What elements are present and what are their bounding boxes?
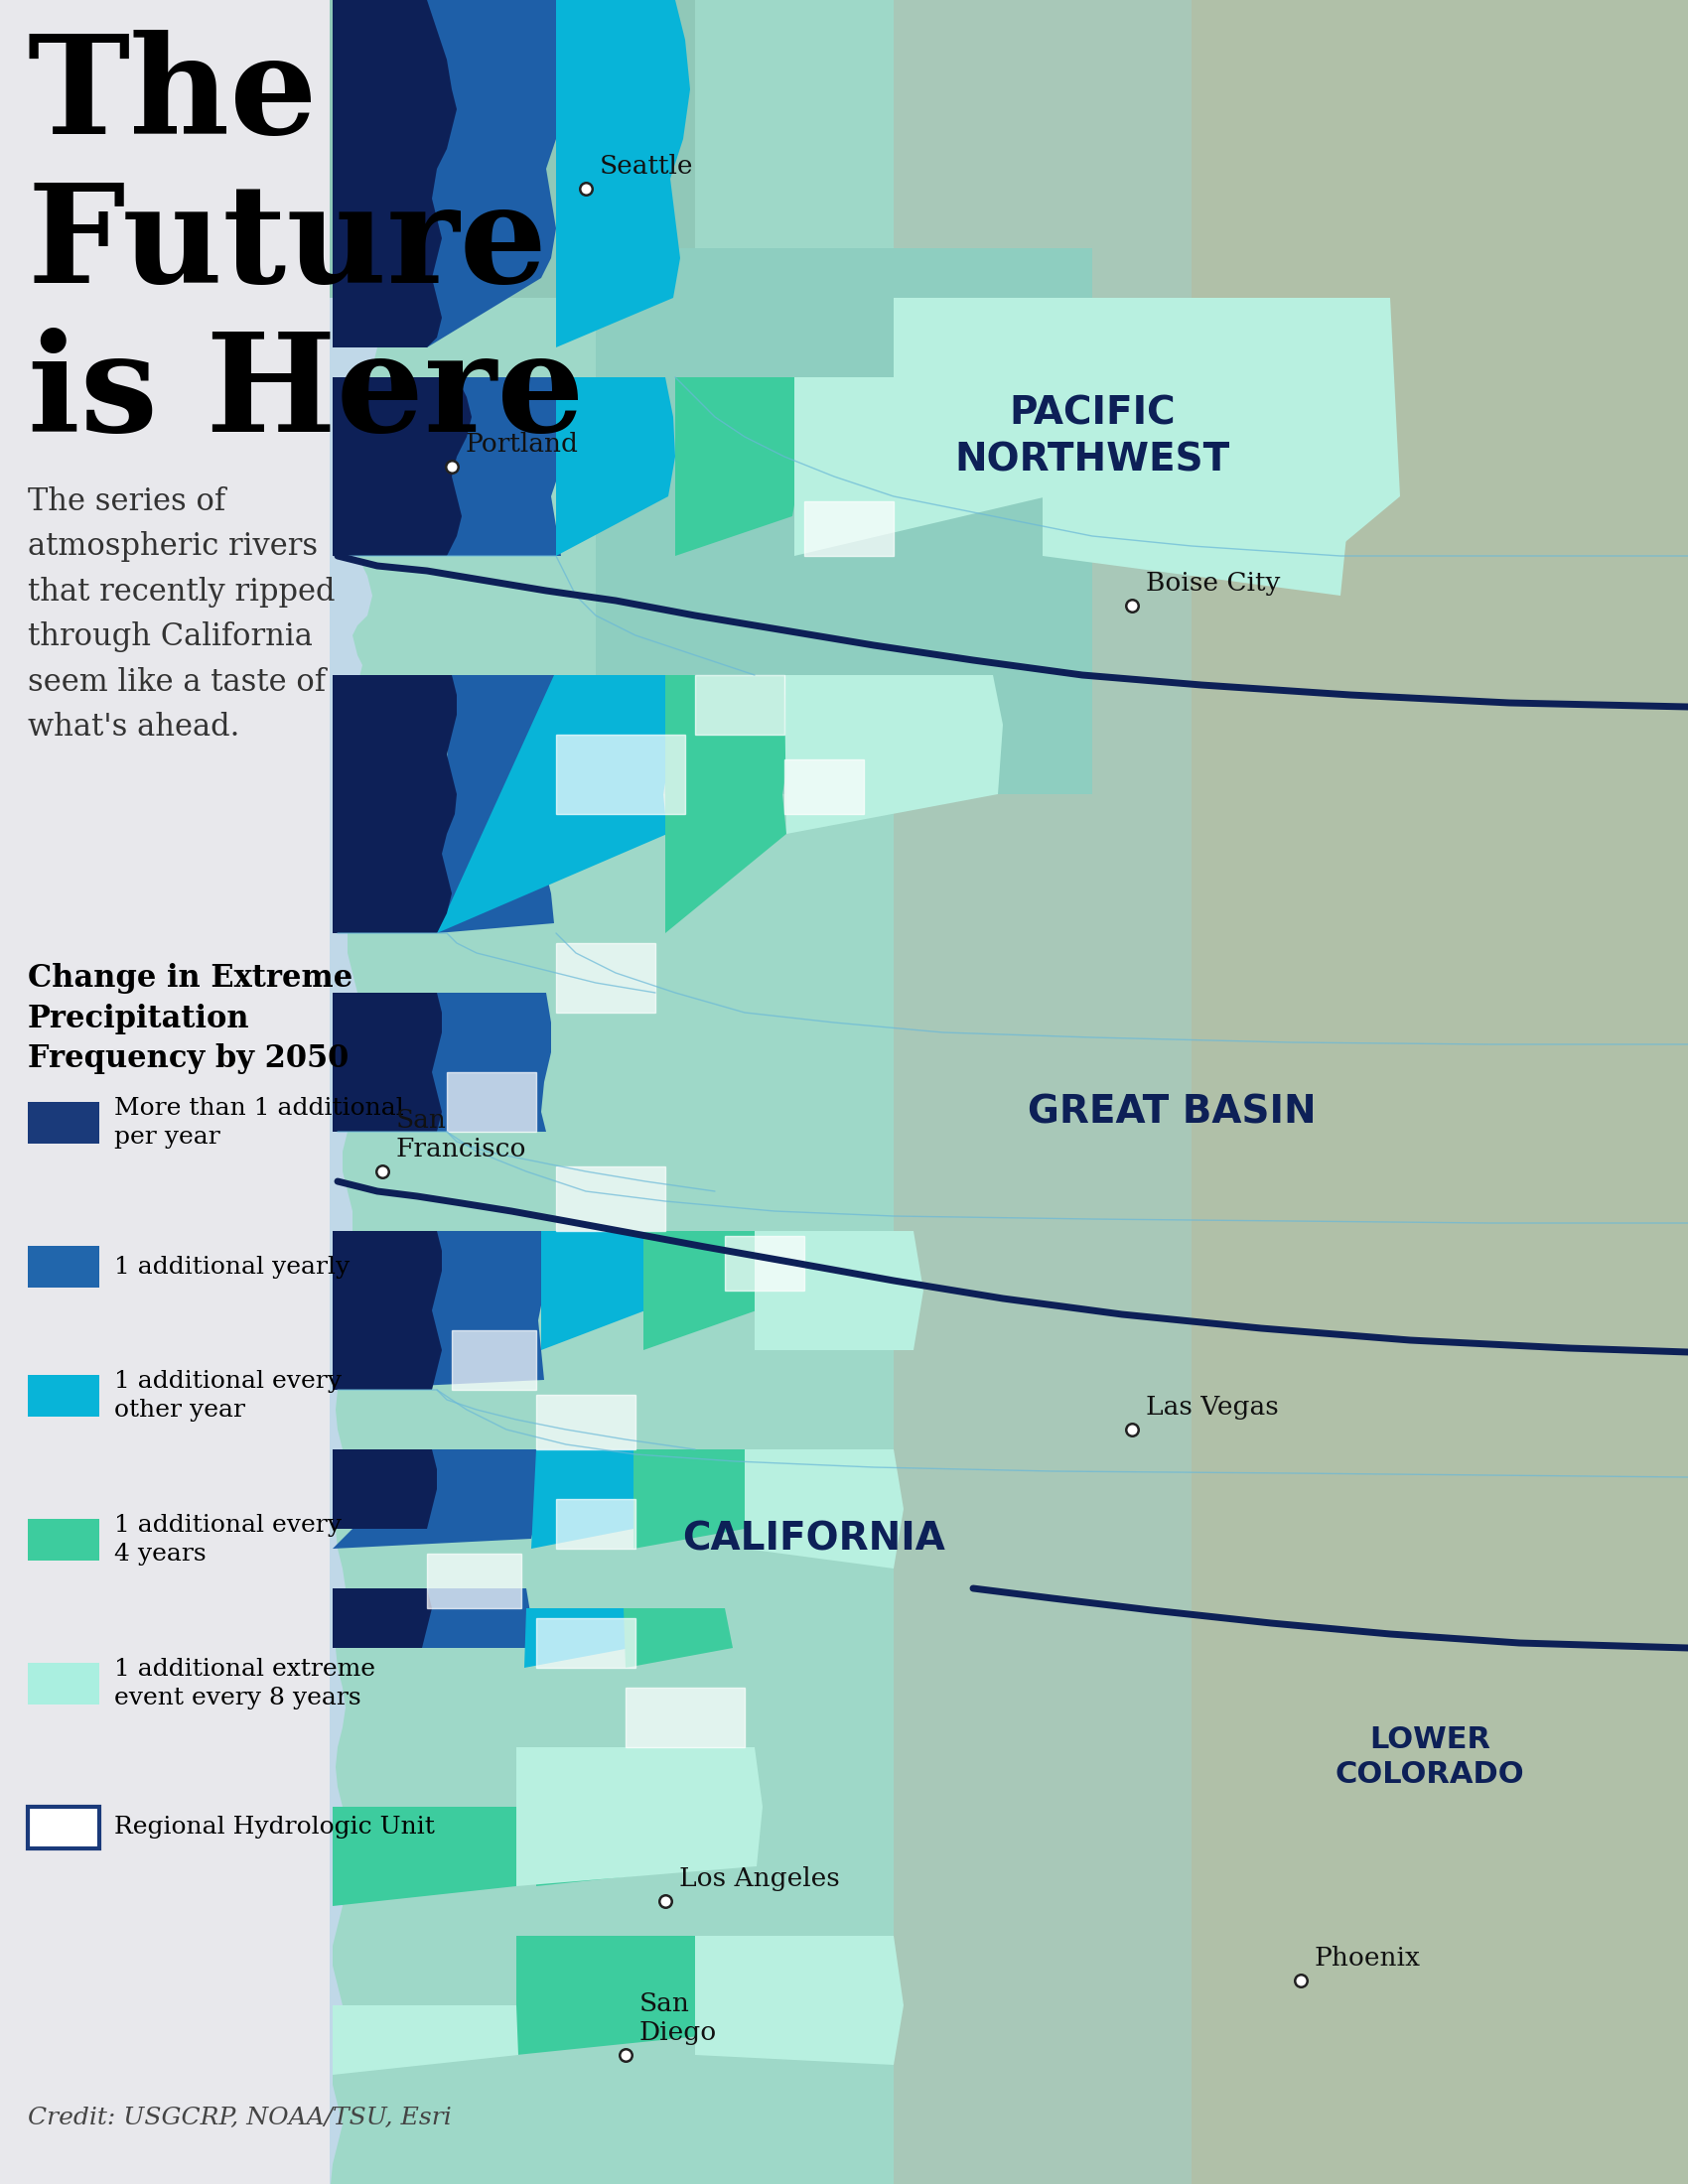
Text: San
Francisco: San Francisco [397, 1107, 527, 1162]
Text: PACIFIC
NORTHWEST: PACIFIC NORTHWEST [955, 395, 1231, 478]
Text: Phoenix: Phoenix [1315, 1946, 1421, 1970]
Bar [27, 1662, 100, 1704]
Polygon shape [427, 0, 571, 347]
Polygon shape [675, 378, 803, 557]
Bar [27, 1376, 100, 1417]
Bar [427, 1553, 522, 1607]
Text: Change in Extreme
Precipitation
Frequency by 2050: Change in Extreme Precipitation Frequenc… [27, 963, 353, 1075]
Bar [447, 1072, 537, 1131]
Bar [803, 502, 893, 557]
Text: CALIFORNIA: CALIFORNIA [682, 1520, 945, 1557]
Text: 1 additional every
other year: 1 additional every other year [115, 1369, 341, 1422]
Polygon shape [333, 1232, 442, 1389]
Polygon shape [333, 1588, 432, 1649]
Polygon shape [333, 675, 457, 933]
Polygon shape [755, 1232, 923, 1350]
Text: Los Angeles: Los Angeles [679, 1867, 839, 1891]
Bar [724, 1236, 803, 1291]
Bar [452, 1330, 537, 1389]
Polygon shape [537, 1747, 729, 1887]
Bar [555, 943, 655, 1013]
Polygon shape [633, 1450, 753, 1548]
Polygon shape [327, 0, 695, 297]
Polygon shape [333, 378, 471, 557]
Polygon shape [1043, 378, 1350, 596]
Bar [626, 1688, 744, 1747]
Polygon shape [623, 1607, 733, 1669]
Polygon shape [785, 675, 1003, 834]
Polygon shape [744, 1450, 903, 1568]
Bar [555, 734, 685, 815]
Polygon shape [333, 994, 442, 1131]
Polygon shape [555, 0, 690, 347]
Polygon shape [437, 675, 560, 933]
Bar [537, 1396, 635, 1450]
Polygon shape [555, 378, 675, 557]
Bar [27, 1103, 100, 1144]
Text: 1 additional yearly: 1 additional yearly [115, 1256, 349, 1278]
Text: Future: Future [27, 179, 549, 312]
Polygon shape [542, 1232, 650, 1350]
Polygon shape [643, 1232, 763, 1350]
Polygon shape [333, 994, 550, 1131]
Polygon shape [437, 675, 674, 933]
Bar [555, 1498, 635, 1548]
Text: is Here: is Here [27, 328, 584, 461]
Bar [555, 1166, 665, 1232]
Polygon shape [333, 2005, 518, 2075]
Polygon shape [532, 1450, 640, 1548]
Polygon shape [333, 1232, 547, 1389]
Polygon shape [333, 1450, 542, 1548]
Text: The: The [27, 31, 319, 164]
Text: Boise City: Boise City [1146, 570, 1280, 596]
Bar [327, 0, 1688, 2184]
Polygon shape [893, 297, 1301, 397]
Bar [27, 1245, 100, 1289]
Polygon shape [333, 1806, 522, 1907]
Polygon shape [333, 0, 457, 347]
Polygon shape [665, 675, 795, 933]
Text: Portland: Portland [466, 432, 579, 456]
Bar [27, 1806, 100, 1848]
Text: The series of
atmospheric rivers
that recently ripped
through California
seem li: The series of atmospheric rivers that re… [27, 487, 336, 743]
Polygon shape [893, 0, 1688, 2184]
Polygon shape [333, 1450, 437, 1529]
Polygon shape [596, 249, 1092, 795]
Text: LOWER
COLORADO: LOWER COLORADO [1335, 1725, 1524, 1789]
Polygon shape [795, 378, 1053, 557]
Polygon shape [333, 1588, 532, 1649]
Text: Credit: USGCRP, NOAA/TSU, Esri: Credit: USGCRP, NOAA/TSU, Esri [27, 2108, 451, 2129]
Text: 1 additional extreme
event every 8 years: 1 additional extreme event every 8 years [115, 1658, 375, 1710]
Bar [0, 0, 329, 2184]
Text: GREAT BASIN: GREAT BASIN [1028, 1092, 1317, 1131]
Polygon shape [517, 1935, 711, 2055]
Text: More than 1 additional
per year: More than 1 additional per year [115, 1096, 403, 1149]
Polygon shape [695, 1935, 903, 2064]
Text: 1 additional every
4 years: 1 additional every 4 years [115, 1514, 341, 1566]
Polygon shape [517, 1747, 763, 1887]
Bar [537, 1618, 635, 1669]
Polygon shape [447, 378, 565, 557]
Polygon shape [327, 0, 417, 2184]
Text: Las Vegas: Las Vegas [1146, 1396, 1278, 1420]
Bar [27, 1518, 100, 1562]
Bar [695, 675, 785, 734]
Text: Seattle: Seattle [599, 153, 694, 179]
Bar [785, 760, 864, 815]
Polygon shape [525, 1607, 631, 1669]
Polygon shape [1053, 297, 1399, 546]
Polygon shape [1192, 0, 1688, 2184]
Text: Regional Hydrologic Unit: Regional Hydrologic Unit [115, 1817, 436, 1839]
Text: San
Diego: San Diego [640, 1992, 717, 2044]
